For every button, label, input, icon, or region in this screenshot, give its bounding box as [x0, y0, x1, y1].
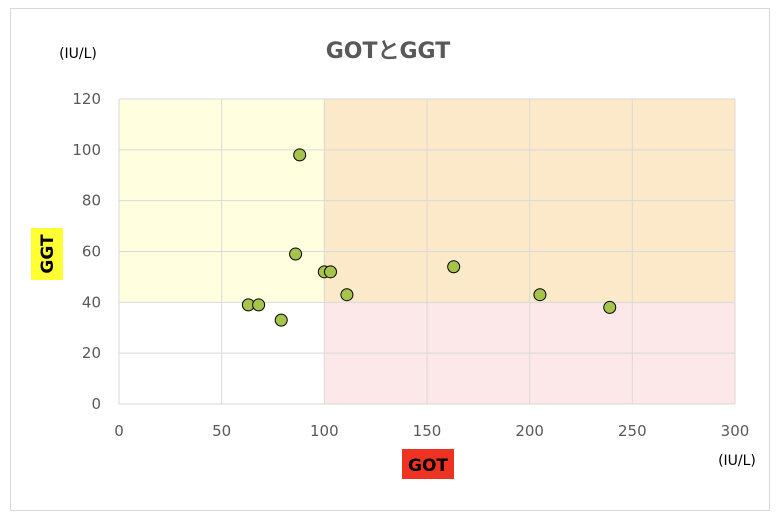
data-point — [289, 247, 303, 261]
x-tick-labels: 0 50 100 150 200 250 300 — [114, 422, 749, 440]
x-tick-label: 150 — [413, 422, 442, 440]
y-tick-label: 120 — [72, 90, 101, 108]
x-tick-label: 0 — [114, 422, 124, 440]
data-point — [252, 298, 266, 312]
x-tick-label: 50 — [212, 422, 231, 440]
x-tick-label: 300 — [721, 422, 750, 440]
data-point — [274, 313, 288, 327]
y-tick-label: 100 — [72, 141, 101, 159]
data-point — [603, 300, 617, 314]
data-point — [447, 260, 461, 274]
y-tick-label: 40 — [82, 293, 101, 311]
y-axis-title-highlight — [31, 228, 63, 280]
chart-title: GOTとGGT — [326, 39, 451, 64]
data-point — [293, 148, 307, 162]
y-tick-label: 60 — [82, 243, 101, 261]
data-point — [533, 288, 547, 302]
gridlines — [118, 98, 736, 405]
x-tick-label: 200 — [515, 422, 544, 440]
y-unit-label: (IU/L) — [59, 46, 97, 62]
x-tick-label: 250 — [618, 422, 647, 440]
x-axis-title-highlight — [402, 449, 454, 479]
x-axis-title: GOT — [408, 456, 448, 476]
x-tick-label: 100 — [310, 422, 339, 440]
y-tick-label: 20 — [82, 344, 101, 362]
y-axis-title: GGT — [38, 234, 58, 274]
y-tick-label: 80 — [82, 192, 101, 210]
y-tick-label: 0 — [91, 395, 101, 413]
data-points — [241, 148, 617, 327]
x-unit-label: (IU/L) — [718, 453, 756, 469]
data-point — [340, 288, 354, 302]
data-point — [323, 265, 337, 279]
y-tick-labels: 0 20 40 60 80 100 120 — [72, 90, 101, 413]
